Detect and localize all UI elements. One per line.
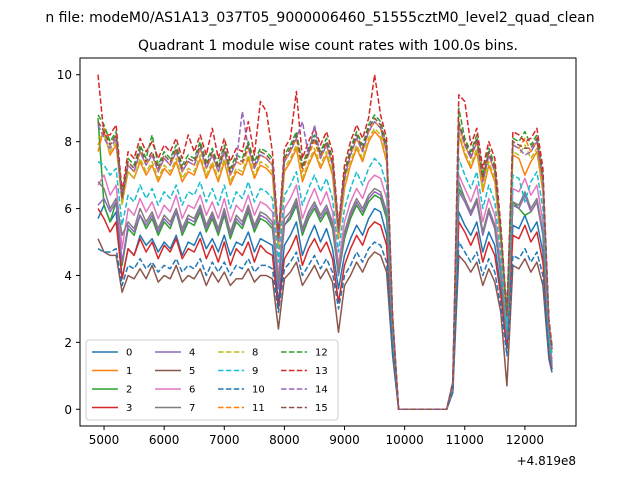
series-line-10: [97, 241, 553, 411]
x-tick-label: 5000: [89, 433, 120, 447]
figure-suptitle: n file: modeM0/AS1A13_037T05_9000006460_…: [45, 10, 594, 26]
series-line-15: [97, 117, 553, 411]
series-line-6: [97, 174, 553, 411]
series-line-5: [97, 238, 553, 411]
x-tick-label: 11000: [446, 433, 484, 447]
x-tick-label: 7000: [209, 433, 240, 447]
legend-label-15: 15: [315, 403, 328, 414]
legend-label-7: 7: [189, 403, 195, 414]
legend-label-8: 8: [252, 348, 258, 359]
legend-label-0: 0: [126, 348, 132, 359]
y-tick-label: 8: [64, 135, 72, 149]
series-line-8: [97, 127, 553, 411]
legend-label-10: 10: [252, 385, 265, 396]
series-group: [97, 73, 553, 411]
legend-label-2: 2: [126, 385, 132, 396]
legend-label-14: 14: [315, 385, 328, 396]
legend-label-4: 4: [189, 348, 195, 359]
y-axis: 0 2 4 6 8 10: [57, 68, 80, 417]
y-tick-label: 2: [64, 336, 72, 350]
legend-label-5: 5: [189, 366, 195, 377]
series-line-7: [97, 181, 553, 411]
chart-title: Quadrant 1 module wise count rates with …: [138, 38, 518, 54]
axes-frame: [79, 57, 577, 427]
legend-label-1: 1: [126, 366, 132, 377]
x-axis-offset-label: +4.819e8: [517, 454, 576, 468]
series-line-0: [97, 204, 553, 411]
x-tick-label: 9000: [329, 433, 360, 447]
legend-label-11: 11: [252, 403, 265, 414]
y-tick-label: 4: [64, 269, 72, 283]
legend-label-12: 12: [315, 348, 328, 359]
legend-box: [85, 339, 339, 421]
x-tick-label: 12000: [506, 433, 544, 447]
y-tick-label: 0: [64, 403, 72, 417]
x-tick-label: 8000: [269, 433, 300, 447]
series-line-13: [97, 73, 553, 411]
x-axis: 5000 6000 7000 8000 9000 10000 11000 12000: [89, 426, 544, 447]
x-tick-label: 6000: [149, 433, 180, 447]
series-line-9: [97, 157, 553, 411]
y-tick-label: 6: [64, 202, 72, 216]
legend-label-13: 13: [315, 366, 328, 377]
legend-label-3: 3: [126, 403, 132, 414]
legend-label-9: 9: [252, 366, 258, 377]
y-tick-label: 10: [57, 68, 72, 82]
legend-label-6: 6: [189, 385, 195, 396]
x-tick-label: 10000: [386, 433, 424, 447]
series-line-14: [97, 110, 553, 411]
series-line-3: [97, 208, 553, 411]
